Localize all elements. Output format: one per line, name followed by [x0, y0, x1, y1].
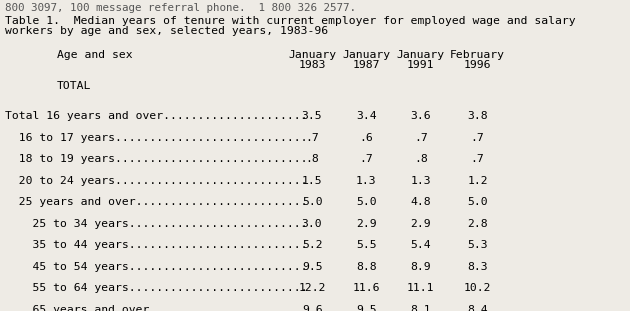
- Text: 11.6: 11.6: [353, 283, 380, 293]
- Text: 4.8: 4.8: [410, 197, 431, 207]
- Text: Total 16 years and over.....................: Total 16 years and over.................…: [6, 111, 308, 121]
- Text: 9.6: 9.6: [302, 305, 323, 311]
- Text: 3.0: 3.0: [302, 219, 323, 229]
- Text: 5.0: 5.0: [356, 197, 377, 207]
- Text: 5.3: 5.3: [467, 240, 488, 250]
- Text: Table 1.  Median years of tenure with current employer for employed wage and sal: Table 1. Median years of tenure with cur…: [6, 16, 576, 26]
- Text: 5.0: 5.0: [467, 197, 488, 207]
- Text: 25 to 34 years..........................: 25 to 34 years..........................: [6, 219, 308, 229]
- Text: 1.5: 1.5: [302, 176, 323, 186]
- Text: 25 years and over.........................: 25 years and over.......................…: [6, 197, 308, 207]
- Text: 3.6: 3.6: [410, 111, 431, 121]
- Text: February: February: [450, 50, 505, 60]
- Text: 5.4: 5.4: [410, 240, 431, 250]
- Text: 45 to 54 years..........................: 45 to 54 years..........................: [6, 262, 308, 272]
- Text: 2.9: 2.9: [410, 219, 431, 229]
- Text: 10.2: 10.2: [464, 283, 491, 293]
- Text: .8: .8: [414, 154, 428, 164]
- Text: 5.2: 5.2: [302, 240, 323, 250]
- Text: 8.8: 8.8: [356, 262, 377, 272]
- Text: 1996: 1996: [464, 60, 491, 70]
- Text: 1.3: 1.3: [356, 176, 377, 186]
- Text: 3.8: 3.8: [467, 111, 488, 121]
- Text: .7: .7: [471, 133, 484, 143]
- Text: 55 to 64 years..........................: 55 to 64 years..........................: [6, 283, 308, 293]
- Text: workers by age and sex, selected years, 1983-96: workers by age and sex, selected years, …: [6, 26, 329, 36]
- Text: 2.8: 2.8: [467, 219, 488, 229]
- Text: 5.5: 5.5: [356, 240, 377, 250]
- Text: 8.4: 8.4: [467, 305, 488, 311]
- Text: 5.0: 5.0: [302, 197, 323, 207]
- Text: .8: .8: [305, 154, 319, 164]
- Text: 9.5: 9.5: [302, 262, 323, 272]
- Text: 12.2: 12.2: [299, 283, 326, 293]
- Text: .7: .7: [414, 133, 428, 143]
- Text: 9.5: 9.5: [356, 305, 377, 311]
- Text: January: January: [288, 50, 336, 60]
- Text: 2.9: 2.9: [356, 219, 377, 229]
- Text: 3.5: 3.5: [302, 111, 323, 121]
- Text: 65 years and over.......................: 65 years and over.......................: [6, 305, 308, 311]
- Text: 16 to 17 years............................: 16 to 17 years..........................…: [6, 133, 308, 143]
- Text: 800 3097, 100 message referral phone.  1 800 326 2577.: 800 3097, 100 message referral phone. 1 …: [6, 2, 357, 13]
- Text: 1991: 1991: [407, 60, 434, 70]
- Text: .7: .7: [305, 133, 319, 143]
- Text: 8.3: 8.3: [467, 262, 488, 272]
- Text: January: January: [342, 50, 391, 60]
- Text: 1983: 1983: [299, 60, 326, 70]
- Text: 1.2: 1.2: [467, 176, 488, 186]
- Text: 1987: 1987: [353, 60, 380, 70]
- Text: 3.4: 3.4: [356, 111, 377, 121]
- Text: .7: .7: [360, 154, 373, 164]
- Text: 35 to 44 years..........................: 35 to 44 years..........................: [6, 240, 308, 250]
- Text: .6: .6: [360, 133, 373, 143]
- Text: TOTAL: TOTAL: [57, 81, 91, 91]
- Text: 18 to 19 years............................: 18 to 19 years..........................…: [6, 154, 308, 164]
- Text: 11.1: 11.1: [407, 283, 434, 293]
- Text: 8.9: 8.9: [410, 262, 431, 272]
- Text: 20 to 24 years............................: 20 to 24 years..........................…: [6, 176, 308, 186]
- Text: .7: .7: [471, 154, 484, 164]
- Text: Age and sex: Age and sex: [57, 50, 132, 60]
- Text: 1.3: 1.3: [410, 176, 431, 186]
- Text: 8.1: 8.1: [410, 305, 431, 311]
- Text: January: January: [396, 50, 445, 60]
